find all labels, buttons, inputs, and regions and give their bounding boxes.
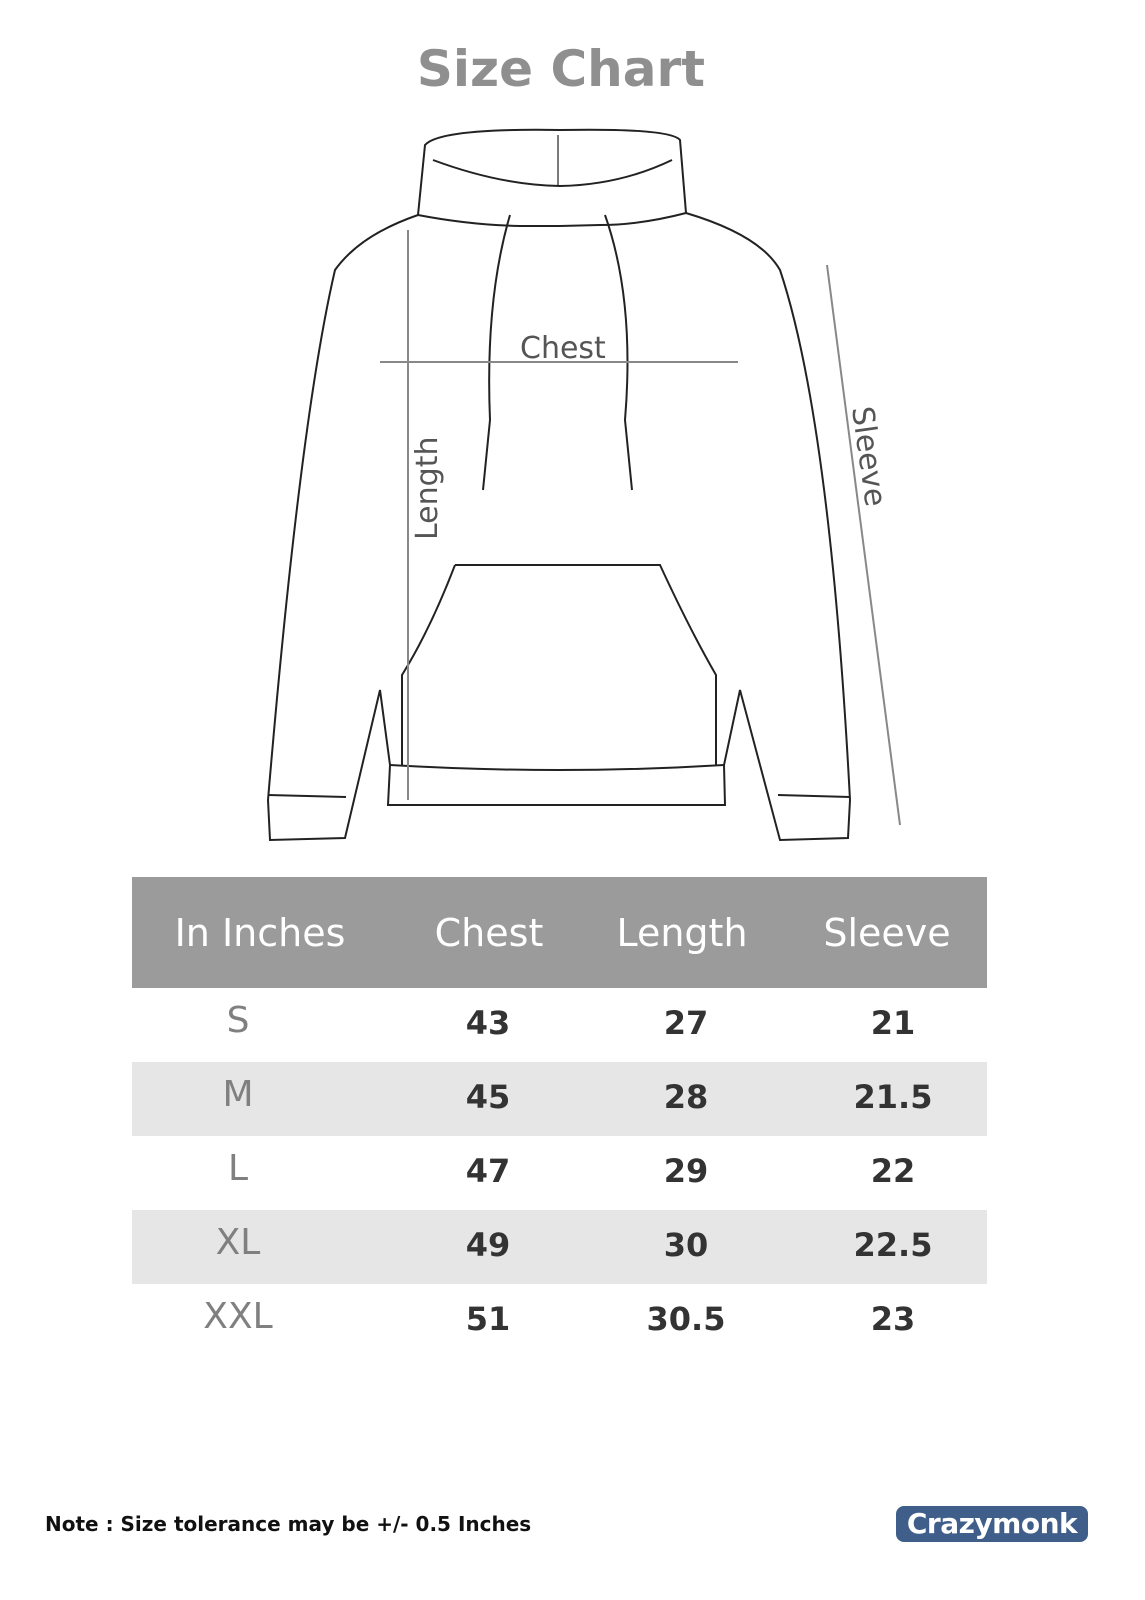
size-cell: L xyxy=(227,1148,249,1189)
table-row: M 45 28 21.5 xyxy=(132,1062,987,1136)
drawstring-right xyxy=(604,214,633,491)
table-row: L 47 29 22 xyxy=(132,1136,987,1210)
chest-cell: 43 xyxy=(465,1004,511,1042)
pocket xyxy=(401,564,717,765)
cuff-left xyxy=(267,794,347,798)
chest-cell: 49 xyxy=(465,1226,511,1264)
hem xyxy=(389,764,725,771)
cuff-right xyxy=(777,794,851,798)
header-cell: Sleeve xyxy=(823,911,951,955)
hood-outline xyxy=(416,128,688,227)
hoodie-diagram: Chest Length Sleeve xyxy=(266,128,901,842)
chest-cell: 47 xyxy=(465,1152,511,1190)
size-cell: XL xyxy=(215,1222,261,1263)
hood-inner xyxy=(432,159,673,188)
sleeve-cell: 22 xyxy=(870,1152,916,1190)
sleeve-arrow xyxy=(826,264,901,826)
sleeve-cell: 23 xyxy=(870,1300,916,1338)
chest-cell: 51 xyxy=(465,1300,511,1338)
length-label: Length xyxy=(410,437,445,540)
length-cell: 28 xyxy=(663,1078,709,1116)
length-cell: 30.5 xyxy=(646,1300,726,1338)
table-row: S 43 27 21 xyxy=(132,988,987,1062)
page-title: Size Chart xyxy=(416,40,706,98)
length-cell: 27 xyxy=(663,1004,709,1042)
sleeve-cell: 22.5 xyxy=(853,1226,933,1264)
sleeve-cell: 21.5 xyxy=(853,1078,933,1116)
body-outline xyxy=(266,212,852,842)
tolerance-note: Note : Size tolerance may be +/- 0.5 Inc… xyxy=(45,1512,532,1536)
header-cell: Length xyxy=(616,911,748,955)
sleeve-label: Sleeve xyxy=(844,404,893,508)
size-cell: S xyxy=(226,1000,250,1041)
length-cell: 29 xyxy=(663,1152,709,1190)
brand-logo: Crazymonk xyxy=(896,1506,1088,1542)
length-cell: 30 xyxy=(663,1226,709,1264)
table-row: XXL 51 30.5 23 xyxy=(132,1284,987,1358)
drawstring-left xyxy=(482,214,511,491)
chest-cell: 45 xyxy=(465,1078,511,1116)
chest-label: Chest xyxy=(520,331,606,366)
table-row: XL 49 30 22.5 xyxy=(132,1210,987,1284)
size-cell: M xyxy=(222,1074,254,1115)
header-cell: In Inches xyxy=(174,911,346,955)
table-header: In Inches Chest Length Sleeve xyxy=(132,877,987,988)
size-table: In Inches Chest Length Sleeve S 43 27 21… xyxy=(132,877,987,1358)
sleeve-cell: 21 xyxy=(870,1004,916,1042)
size-cell: XXL xyxy=(203,1296,273,1337)
header-cell: Chest xyxy=(434,911,544,955)
